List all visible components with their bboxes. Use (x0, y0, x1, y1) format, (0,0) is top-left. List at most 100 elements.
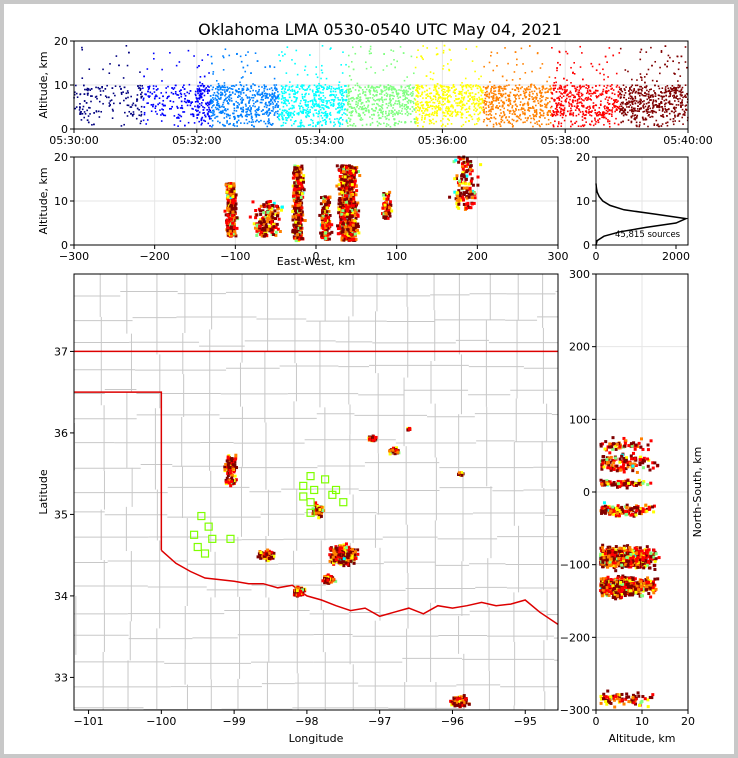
lightning-source-point (598, 107, 601, 109)
lightning-source-point (476, 98, 478, 100)
lightning-source-point (317, 103, 320, 106)
lightning-source-point (179, 92, 182, 95)
lightning-source-point (556, 97, 558, 100)
lightning-source-point (352, 96, 354, 99)
lightning-source-point (424, 114, 426, 117)
east-west-source-point (234, 193, 238, 197)
lightning-source-point (83, 84, 85, 87)
lightning-source-point (211, 88, 214, 91)
lightning-source-point (296, 73, 299, 76)
lightning-source-point (235, 100, 238, 103)
lightning-source-point (318, 94, 320, 97)
lightning-source-point (173, 124, 176, 126)
lightning-source-point (603, 123, 605, 126)
lightning-source-point (229, 122, 231, 125)
lightning-source-point (425, 108, 428, 110)
lightning-source-point (345, 63, 347, 66)
lightning-source-point (324, 111, 326, 114)
lightning-source-point (322, 101, 325, 103)
lightning-source-point (222, 103, 224, 106)
lightning-source-point (549, 111, 552, 114)
lightning-source-point (149, 91, 152, 94)
lightning-source-point (308, 93, 310, 95)
lightning-source-point (434, 96, 437, 99)
lightning-source-point (353, 98, 355, 100)
lightning-source-point (665, 109, 667, 111)
lightning-source-point (293, 90, 296, 93)
lightning-source-point (635, 90, 637, 93)
lightning-source-point (349, 103, 352, 106)
lightning-source-point (372, 89, 375, 92)
lightning-source-point (640, 99, 642, 102)
lightning-source-point (379, 108, 381, 110)
lightning-source-point (581, 94, 583, 97)
lightning-source-point (120, 88, 122, 90)
lightning-source-point (518, 97, 521, 100)
lightning-source-point (502, 93, 505, 96)
lightning-source-point (173, 115, 176, 117)
lightning-source-point (363, 114, 366, 116)
lightning-source-point (214, 97, 217, 99)
lightning-source-point (273, 77, 276, 80)
lightning-source-point (617, 123, 620, 126)
east-west-source-point (271, 226, 275, 230)
lightning-source-point (436, 92, 439, 94)
east-west-source-point (224, 213, 228, 217)
lightning-source-point (552, 110, 554, 112)
lightning-source-point (683, 110, 686, 113)
lightning-source-point (639, 101, 642, 103)
lightning-source-point (396, 95, 399, 97)
lightning-source-point (223, 117, 226, 119)
lightning-source-point (670, 90, 673, 92)
lightning-source-point (491, 92, 493, 94)
lightning-source-point (616, 84, 619, 87)
lightning-source-point (120, 93, 123, 95)
lightning-source-point (675, 104, 678, 106)
lightning-source-point (385, 103, 388, 105)
lightning-source-point (406, 85, 409, 87)
lightning-source-point (309, 111, 311, 114)
lightning-source-point (637, 101, 639, 104)
lightning-source-point (369, 116, 371, 118)
lightning-source-point (352, 46, 354, 49)
lightning-source-point (667, 54, 670, 57)
lightning-source-point (349, 97, 352, 100)
lightning-source-point (559, 114, 562, 117)
lightning-source-point (398, 120, 400, 123)
lightning-source-point (350, 105, 352, 108)
lightning-source-point (650, 88, 652, 91)
lightning-source-point (497, 107, 499, 110)
east-west-source-point (259, 204, 263, 208)
lightning-source-point (569, 113, 571, 116)
lightning-source-point (484, 104, 487, 106)
lightning-source-point (524, 89, 527, 91)
lightning-source-point (188, 83, 191, 86)
lightning-source-point (155, 85, 158, 88)
lightning-source-point (105, 96, 108, 99)
lightning-source-point (427, 104, 430, 107)
lightning-source-point (201, 93, 203, 96)
lightning-source-point (264, 66, 267, 69)
lightning-source-point (417, 49, 419, 51)
lightning-source-point (125, 97, 127, 100)
lightning-source-point (560, 86, 563, 88)
lightning-source-point (558, 86, 561, 89)
east-west-source-point (230, 224, 234, 228)
lightning-source-point (570, 109, 573, 112)
lightning-source-point (502, 89, 504, 92)
lightning-source-point (570, 82, 572, 84)
lightning-source-point (215, 79, 218, 82)
lightning-source-point (470, 84, 472, 86)
lightning-source-point (435, 111, 438, 114)
lightning-source-point (423, 121, 425, 123)
lightning-source-point (423, 107, 425, 110)
east-west-source-point (231, 210, 235, 214)
lightning-source-point (256, 100, 259, 103)
lightning-source-point (473, 104, 476, 106)
lightning-source-point (316, 104, 319, 106)
lightning-source-point (316, 123, 319, 125)
lightning-source-point (591, 120, 593, 123)
lightning-source-point (205, 103, 208, 106)
lightning-source-point (390, 109, 393, 112)
lightning-source-point (338, 112, 340, 114)
